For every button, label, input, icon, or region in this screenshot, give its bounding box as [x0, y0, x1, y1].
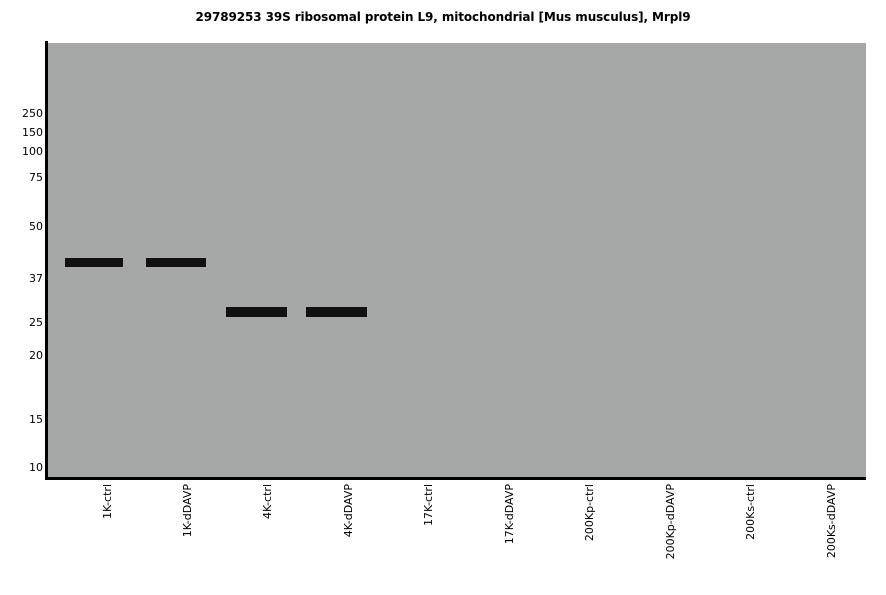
x-tick-label-1k-ddavp: 1K-dDAVP [181, 484, 194, 538]
y-tick-label-75: 75 [29, 171, 43, 184]
y-tick-label-250: 250 [22, 107, 43, 120]
y-tick-label-10: 10 [29, 461, 43, 474]
x-tick-label-200kp-ddavp: 200Kp-dDAVP [664, 484, 677, 560]
x-axis-line [45, 477, 866, 480]
x-tick-label-17k-ctrl: 17K-ctrl [422, 484, 435, 526]
band-1k-ctrl [65, 258, 123, 267]
x-tick-label-17k-ddavp: 17K-dDAVP [503, 484, 516, 545]
x-tick-label-200ks-ddavp: 200Ks-dDAVP [825, 484, 838, 559]
x-tick-label-4k-ddavp: 4K-dDAVP [342, 484, 355, 538]
x-tick-label-1k-ctrl: 1K-ctrl [101, 484, 114, 519]
y-tick-label-150: 150 [22, 126, 43, 139]
y-tick-label-20: 20 [29, 349, 43, 362]
band-1k-ddavp [146, 258, 206, 267]
x-tick-label-200kp-ctrl: 200Kp-ctrl [583, 484, 596, 542]
y-tick-label-15: 15 [29, 413, 43, 426]
y-tick-label-50: 50 [29, 220, 43, 233]
x-tick-label-200ks-ctrl: 200Ks-ctrl [744, 484, 757, 540]
y-tick-label-37: 37 [29, 272, 43, 285]
y-tick-label-100: 100 [22, 145, 43, 158]
band-4k-ctrl [226, 307, 287, 317]
y-axis-line [45, 41, 48, 479]
y-tick-label-25: 25 [29, 316, 43, 329]
band-4k-ddavp [306, 307, 367, 317]
x-tick-label-4k-ctrl: 4K-ctrl [261, 484, 274, 519]
y-axis-tick-labels: 250 150 100 75 50 37 25 20 15 10 [0, 0, 43, 595]
page-title: 29789253 39S ribosomal protein L9, mitoc… [195, 10, 691, 24]
